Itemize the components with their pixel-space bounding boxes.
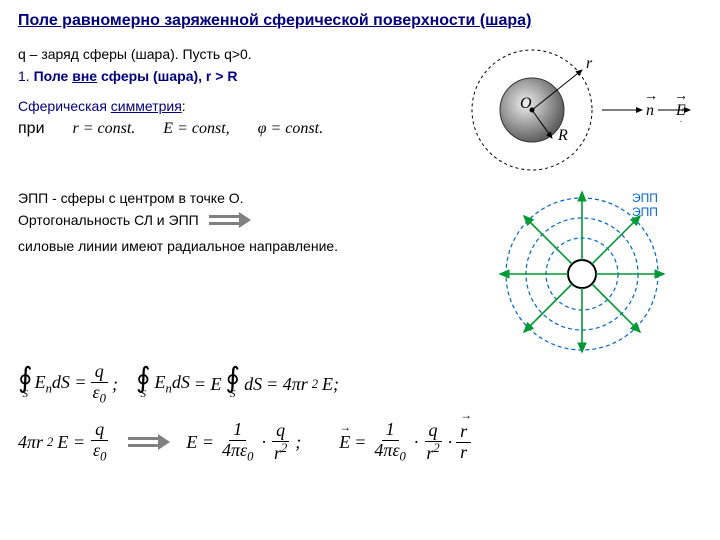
svg-text:r: r (586, 55, 593, 72)
sphere-diagram: O r R → n → E . (442, 40, 702, 180)
svg-text:R: R (557, 127, 568, 144)
item-1: 1. Поле вне сферы (шара), r > R (18, 68, 424, 84)
svg-text:ЭПП: ЭПП (632, 205, 658, 219)
pri-label: при (18, 120, 45, 138)
oint-icon: ∮S (136, 368, 151, 400)
equation-row-1: ∮S EndS = qε0 ; ∮S EndS = E ∮S dS = 4πr2… (18, 362, 702, 406)
implies-icon (128, 435, 168, 449)
e-const: E = const, (163, 120, 229, 138)
svg-text:ЭПП: ЭПП (632, 191, 658, 205)
item-text-c: сферы (шара), r > R (97, 68, 237, 84)
middle-section: ЭПП - сферы с центром в точке О. Ортогон… (18, 184, 702, 354)
item-text-a: Поле (34, 68, 73, 84)
svg-text:.: . (680, 115, 682, 124)
sym-colon: : (182, 98, 186, 114)
phi-const: φ = const. (258, 120, 323, 138)
symmetry-line: Сферическая симметрия: (18, 98, 424, 114)
ortho-a: Ортогональность СЛ и ЭПП (18, 212, 199, 228)
ortho-line: Ортогональность СЛ и ЭПП силовые линии и… (18, 212, 378, 254)
epp-line: ЭПП - сферы с центром в точке О. (18, 190, 464, 206)
const-row: при r = const. E = const, φ = const. (18, 120, 424, 138)
svg-text:O: O (520, 95, 532, 112)
sym-b: симметрия (111, 98, 182, 114)
item-text-b: вне (72, 68, 97, 84)
svg-text:n: n (646, 102, 654, 119)
upper-section: q – заряд сферы (шара). Пусть q>0. 1. По… (18, 40, 702, 180)
oint-icon: ∮S (18, 368, 33, 400)
field-lines-diagram: ЭПП ЭПП (482, 184, 702, 354)
r-const: r = const. (73, 120, 136, 138)
sym-a: Сферическая (18, 98, 111, 114)
equation-row-2: 4πr2E = qε0 E = 14πε0 · qr2 ; E = 14πε0 … (18, 420, 702, 464)
oint-icon: ∮S (225, 368, 240, 400)
implies-icon (209, 213, 249, 227)
item-num: 1. (18, 68, 30, 84)
page-title: Поле равномерно заряженной сферической п… (18, 12, 702, 30)
ortho-b: силовые линии имеют радиальное направлен… (18, 238, 338, 254)
charge-def: q – заряд сферы (шара). Пусть q>0. (18, 46, 424, 62)
vector-e: E (339, 432, 350, 453)
